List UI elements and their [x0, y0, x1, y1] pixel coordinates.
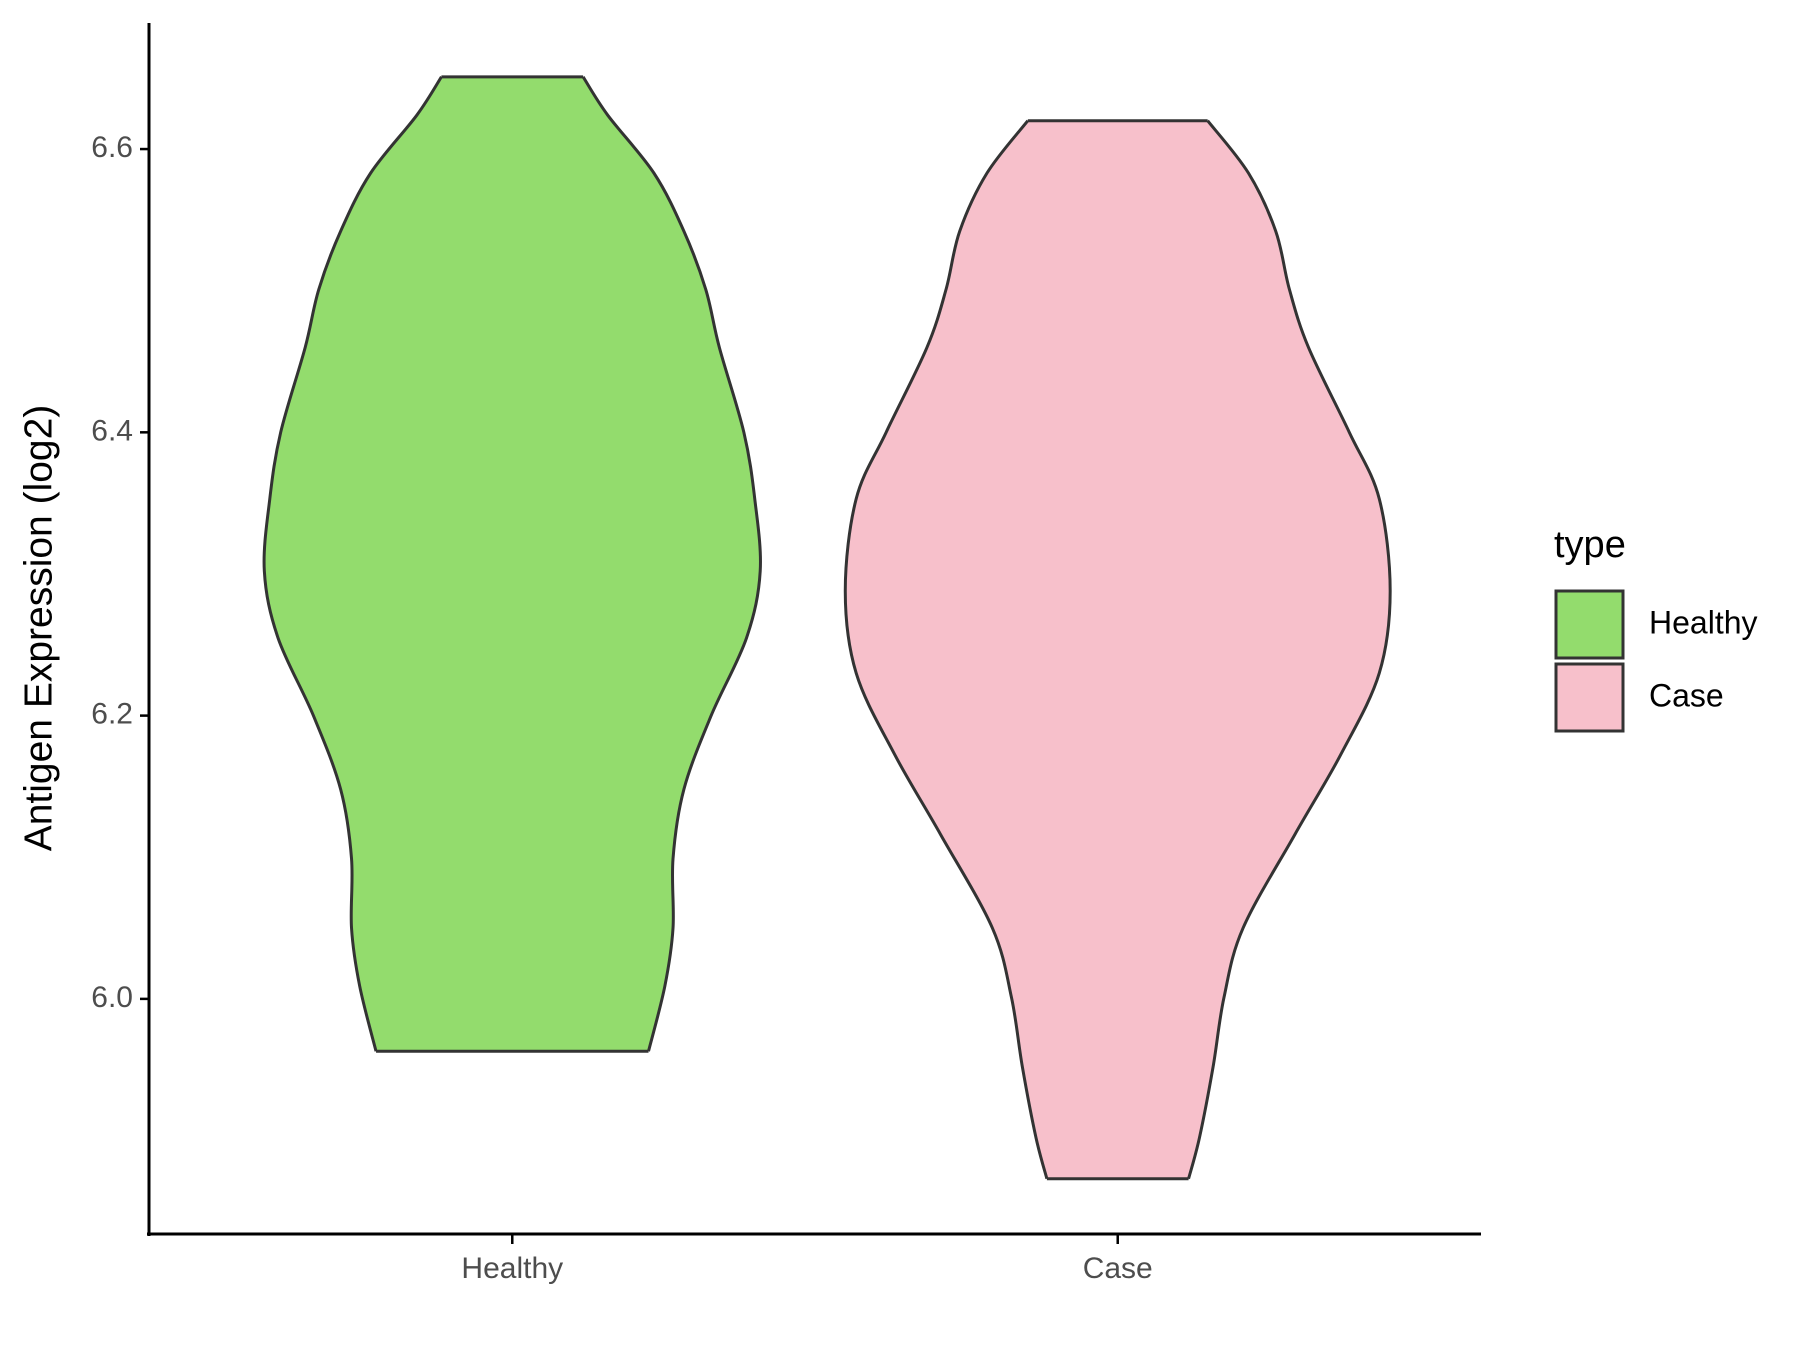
- legend-label: Healthy: [1649, 604, 1758, 640]
- y-tick-label: 6.0: [91, 981, 133, 1014]
- y-tick-label: 6.2: [91, 698, 133, 731]
- y-axis-title: Antigen Expression (log2): [17, 405, 60, 852]
- violin-outline-left: [262, 76, 443, 1052]
- legend-title: type: [1554, 524, 1626, 566]
- y-tick-label: 6.4: [91, 414, 133, 447]
- legend-label: Case: [1649, 677, 1724, 713]
- x-tick-label: Case: [1083, 1252, 1153, 1285]
- violin-outline-left: [843, 119, 1049, 1180]
- x-tick-label: Healthy: [461, 1252, 563, 1285]
- y-tick-label: 6.6: [91, 131, 133, 164]
- violin-body: [845, 120, 1391, 1179]
- legend-key: [1554, 589, 1625, 660]
- violin-outline-right: [1187, 119, 1392, 1180]
- legend-key: [1554, 662, 1625, 733]
- violin-outline-right: [581, 76, 762, 1052]
- violin-body: [264, 76, 761, 1052]
